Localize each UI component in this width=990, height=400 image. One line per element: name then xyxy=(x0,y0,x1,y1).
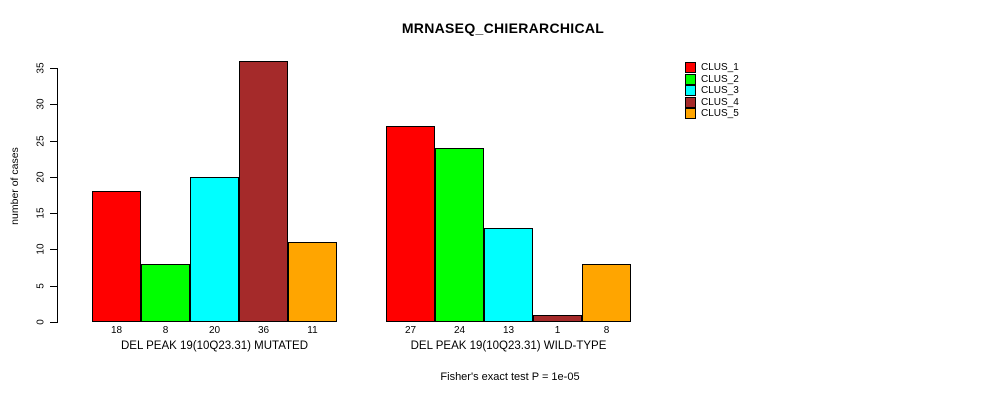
y-tick xyxy=(50,213,57,214)
legend-label: CLUS_1 xyxy=(701,62,739,74)
y-tick-label: 0 xyxy=(35,319,47,325)
bar-clus_1-group1 xyxy=(92,191,141,322)
bar-clus_3-group1 xyxy=(190,177,239,322)
bar-clus_1-group2 xyxy=(386,126,435,322)
legend-row: CLUS_1 xyxy=(685,62,739,74)
legend-row: CLUS_5 xyxy=(685,108,739,120)
y-tick-label: 15 xyxy=(35,207,47,219)
bar-value-label: 11 xyxy=(307,325,318,336)
bar-clus_2-group1 xyxy=(141,264,190,322)
y-tick xyxy=(50,249,57,250)
bar-clus_4-group1 xyxy=(239,61,288,322)
y-tick xyxy=(50,177,57,178)
y-tick-label: 20 xyxy=(35,171,47,183)
bar-clus_4-group2 xyxy=(533,315,582,322)
y-tick xyxy=(50,104,57,105)
y-tick xyxy=(50,141,57,142)
legend-label: CLUS_3 xyxy=(701,85,739,97)
y-tick xyxy=(50,322,57,323)
bar-value-label: 27 xyxy=(404,325,417,336)
bar-clus_5-group2 xyxy=(582,264,631,322)
bar-value-label: 18 xyxy=(110,325,123,336)
bar-value-label: 20 xyxy=(208,325,221,336)
y-tick xyxy=(50,286,57,287)
y-tick-label: 25 xyxy=(35,135,47,147)
y-tick-label: 10 xyxy=(35,243,47,255)
group-label-2: DEL PEAK 19(10Q23.31) WILD-TYPE xyxy=(410,340,607,352)
bar-value-label: 8 xyxy=(603,325,610,336)
legend-row: CLUS_4 xyxy=(685,96,739,109)
legend-swatch-icon xyxy=(685,85,696,97)
y-tick-label: 30 xyxy=(35,98,47,110)
legend-row: CLUS_3 xyxy=(685,85,739,97)
legend-swatch-icon xyxy=(685,62,696,74)
legend: CLUS_1 CLUS_2 CLUS_3 CLUS_4 CLUS_5 xyxy=(685,62,739,120)
legend-row: CLUS_2 xyxy=(685,73,739,86)
legend-swatch-icon xyxy=(685,108,696,120)
legend-label: CLUS_5 xyxy=(701,108,739,120)
legend-label: CLUS_4 xyxy=(701,96,739,108)
group-label-1: DEL PEAK 19(10Q23.31) MUTATED xyxy=(120,340,309,352)
bar-value-label: 24 xyxy=(453,325,466,336)
legend-swatch-icon xyxy=(685,96,696,108)
chart-title: MRNASEQ_CHIERARCHICAL xyxy=(401,20,605,36)
footnote-text: Fisher's exact test P = 1e-05 xyxy=(440,371,580,383)
y-tick-label: 5 xyxy=(35,283,47,289)
bar-value-label: 8 xyxy=(162,325,169,336)
bar-value-label: 1 xyxy=(554,325,561,336)
legend-swatch-icon xyxy=(685,73,696,85)
y-tick-label: 35 xyxy=(35,62,47,74)
bar-clus_2-group2 xyxy=(435,148,484,322)
legend-label: CLUS_2 xyxy=(701,73,739,85)
bar-value-label: 36 xyxy=(257,325,270,336)
y-axis-label: number of cases xyxy=(9,147,21,225)
y-axis-line xyxy=(57,68,58,323)
y-tick xyxy=(50,68,57,69)
bar-value-label: 13 xyxy=(502,325,515,336)
bar-clus_5-group1 xyxy=(288,242,337,322)
bar-clus_3-group2 xyxy=(484,228,533,322)
